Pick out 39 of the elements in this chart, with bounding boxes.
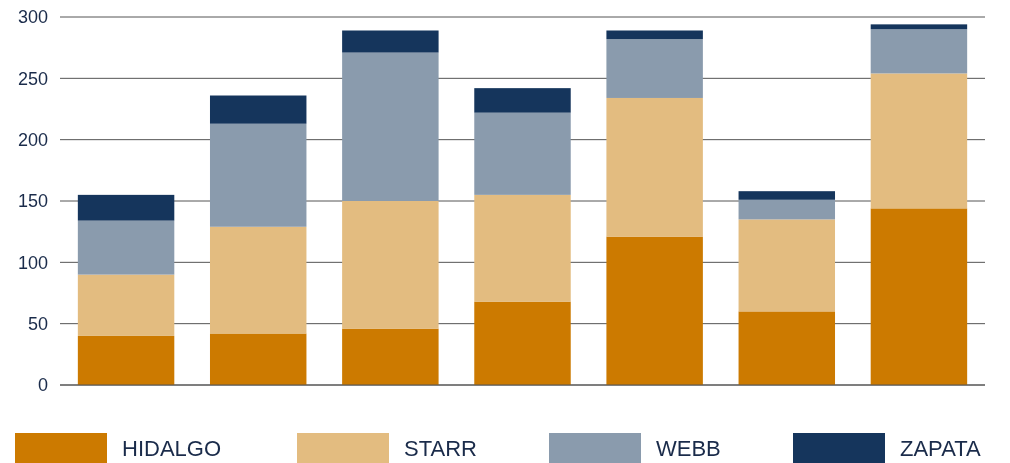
bar [77, 194, 175, 221]
bar [870, 24, 968, 30]
bar [870, 73, 968, 209]
bar [738, 311, 836, 385]
bar [209, 333, 307, 385]
y-tick-label: 0 [37, 375, 48, 396]
bar [474, 301, 571, 385]
y-tick-label: 150 [17, 191, 48, 212]
legend-label: STARR [404, 435, 477, 461]
bar [342, 30, 439, 53]
bar [209, 123, 307, 227]
bar [342, 52, 439, 201]
bar [209, 95, 307, 124]
bar [606, 97, 703, 237]
bar [77, 274, 175, 336]
bar [870, 208, 968, 385]
bar [77, 220, 175, 275]
y-tick-label: 250 [17, 68, 48, 89]
bar [870, 29, 968, 74]
bar [738, 219, 836, 312]
bar [606, 39, 703, 98]
bar [342, 201, 439, 329]
legend-label: ZAPATA [900, 435, 981, 461]
bar [738, 191, 836, 200]
legend-label: HIDALGO [122, 435, 222, 461]
bar [209, 226, 307, 334]
bar [606, 30, 703, 40]
bar [342, 328, 439, 385]
y-tick-label: 300 [17, 7, 48, 28]
y-tick-label: 200 [17, 129, 48, 150]
y-tick-label: 50 [27, 313, 48, 334]
bar [738, 199, 836, 220]
bar [77, 335, 175, 385]
bar [474, 194, 571, 302]
y-tick-label: 100 [17, 252, 48, 273]
legend-label: WEBB [656, 435, 721, 461]
bar [606, 236, 703, 385]
bar [474, 88, 571, 113]
bar [474, 112, 571, 195]
